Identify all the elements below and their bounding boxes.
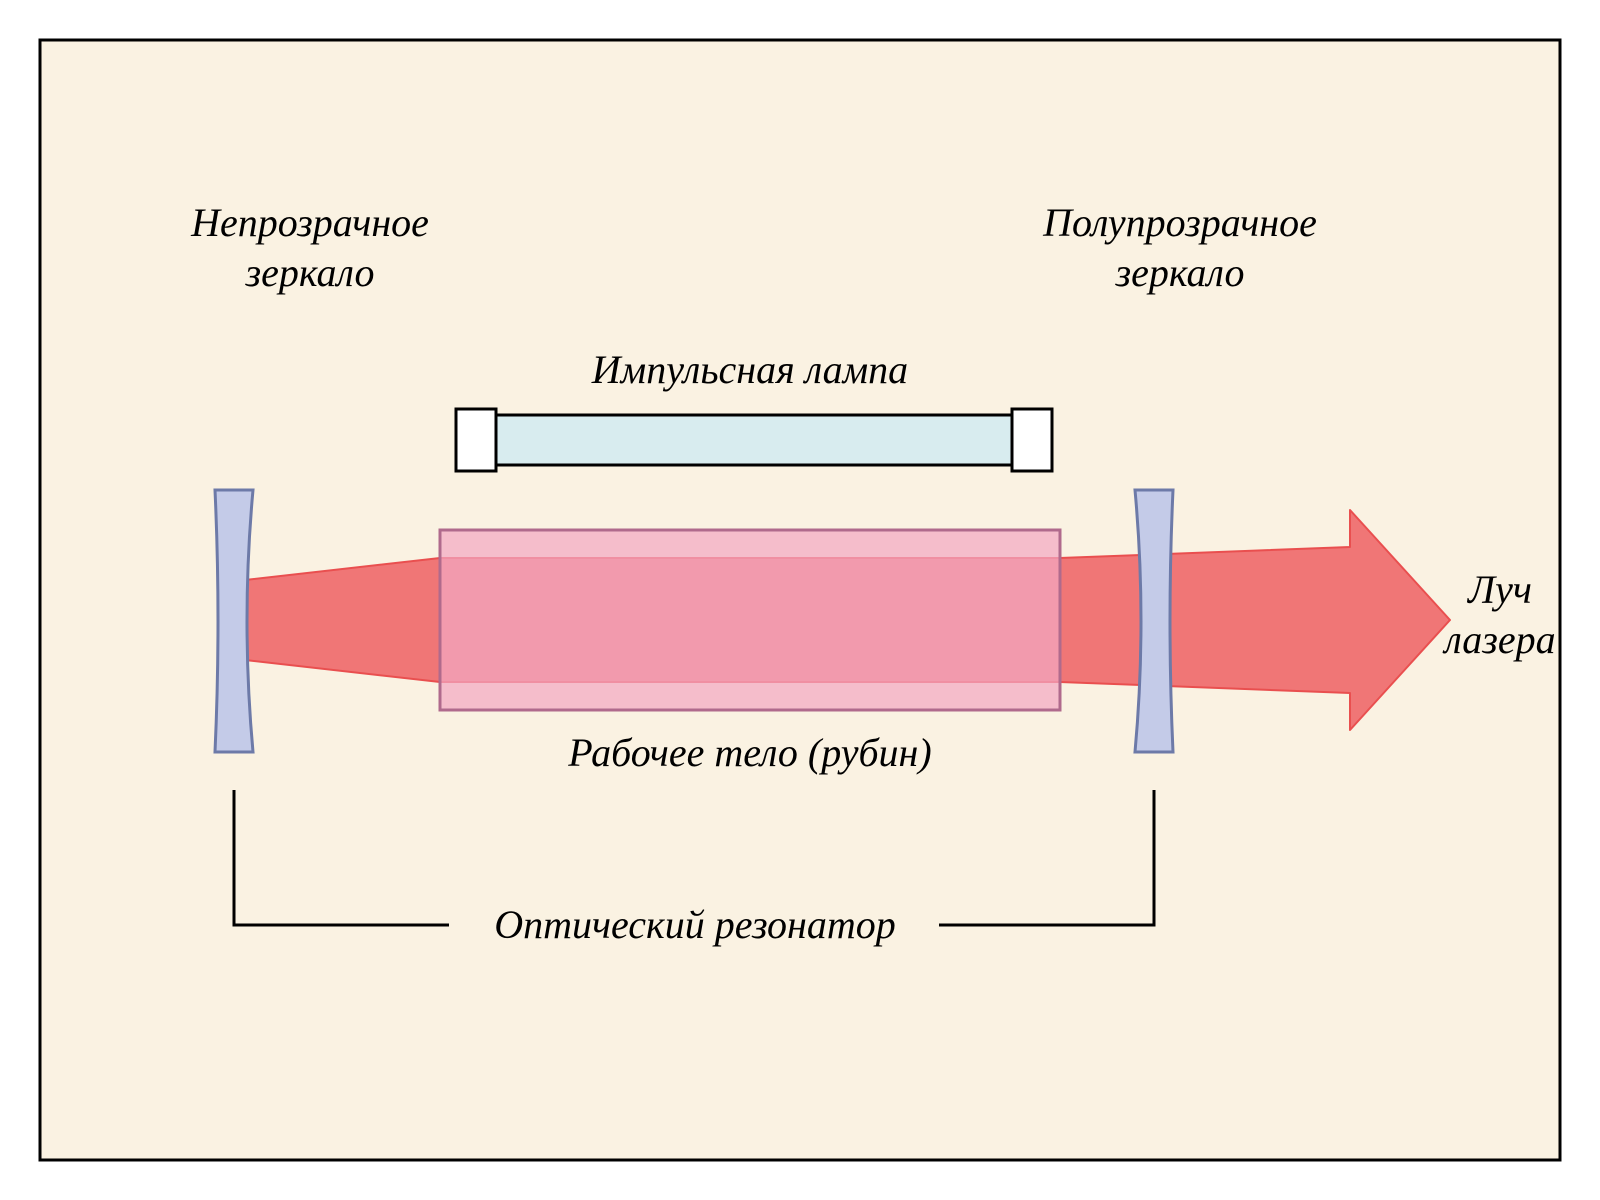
label-text: Луч [1468,567,1532,612]
label-text: зеркало [1115,250,1244,295]
gain-medium-shape [440,530,1060,710]
label-text: Рабочее тело (рубин) [568,730,931,775]
diagram-svg [20,20,1580,1180]
opaque-mirror-shape [215,490,253,752]
label-text: Оптический резонатор [494,902,896,947]
label-text: Непрозрачное [191,200,429,245]
label-text: Импульсная лампа [592,347,908,392]
optical-resonator-label: Оптический резонатор [460,900,930,950]
laser-diagram: Непрозрачное зеркало Полупрозрачное зерк… [20,20,1580,1180]
opaque-mirror-label: Непрозрачное зеркало [110,198,510,298]
laser-beam-label: Луч лазера [1420,565,1580,665]
label-text: Полупрозрачное [1043,200,1317,245]
gain-medium-label: Рабочее тело (рубин) [430,728,1070,778]
semi-transparent-mirror-label: Полупрозрачное зеркало [960,198,1400,298]
semi-transparent-mirror-shape [1135,490,1173,752]
label-text: лазера [1444,617,1555,662]
label-text: зеркало [245,250,374,295]
flash-lamp-shape [456,409,1052,471]
flash-lamp-label: Импульсная лампа [490,345,1010,395]
